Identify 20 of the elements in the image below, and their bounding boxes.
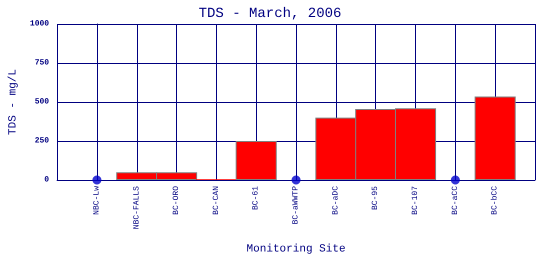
x-axis-title: Monitoring Site [246, 244, 346, 256]
y-tick-label: 250 [34, 136, 50, 146]
x-tick-label: BC-bCC [490, 186, 500, 215]
chart-title: TDS - March, 2006 [198, 6, 342, 22]
bar [474, 96, 516, 180]
x-tick-label: NBC-FALLS [132, 186, 142, 230]
x-tick-label: BC-aWWTP [292, 186, 301, 224]
y-tick-label: 750 [34, 58, 50, 68]
x-tick-label: BC-95 [371, 186, 380, 210]
y-tick-label: 1000 [30, 20, 50, 28]
x-tick-label: BC-aCC [450, 186, 460, 215]
x-tick-label: BC-61 [252, 186, 261, 210]
x-tick-label: BC-107 [411, 186, 420, 215]
x-tick-label: BC-ORO [172, 186, 182, 215]
x-tick-label: NBC-Lw [92, 186, 102, 215]
x-tick-label: BC-aDC [331, 186, 340, 215]
y-tick-label: 500 [34, 98, 50, 106]
x-tick-label: BC-CAN [212, 186, 221, 215]
y-axis-title: TDS - mg/L [8, 68, 20, 136]
y-tick-label: 0 [44, 176, 50, 184]
